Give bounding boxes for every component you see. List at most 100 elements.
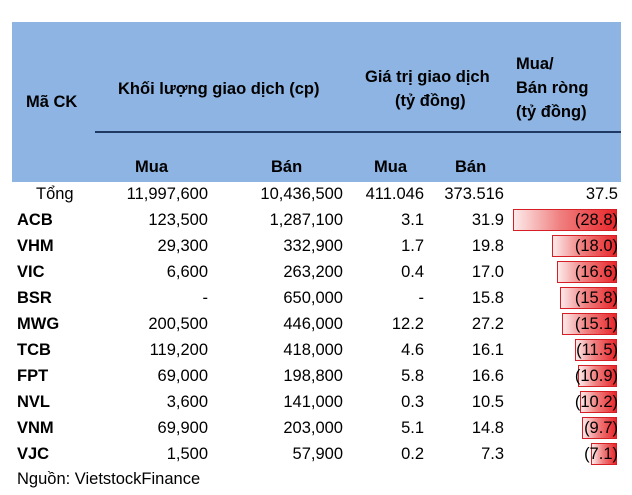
sell-volume: 650,000 (283, 289, 343, 307)
net-value: (9.7) (584, 419, 618, 437)
header-net-line2: Bán ròng (516, 79, 589, 97)
sell-volume: 198,800 (283, 367, 343, 385)
buy-value: 1.7 (401, 237, 424, 255)
header-volume: Khối lượng giao dịch (cp) (118, 80, 320, 98)
total-label: Tổng (36, 185, 74, 203)
stock-code: VNM (17, 419, 54, 437)
table-row: TCB 119,200 418,000 4.6 16.1 (11.5) (0, 337, 632, 363)
table-row: ACB 123,500 1,287,100 3.1 31.9 (28.8) (0, 207, 632, 233)
header-value-line2: (tỷ đồng) (395, 92, 466, 110)
buy-volume: 6,600 (166, 263, 208, 281)
total-row: Tổng 11,997,600 10,436,500 411.046 373.5… (0, 181, 632, 207)
header-net-line3: (tỷ đồng) (516, 103, 587, 121)
net-sell-bar (591, 443, 617, 465)
buy-value: 5.1 (401, 419, 424, 437)
net-value: (16.6) (574, 263, 618, 281)
net-sell-bar (580, 391, 617, 413)
sell-volume: 263,200 (283, 263, 343, 281)
subheader-buy-value: Mua (374, 158, 407, 176)
sell-value: 15.8 (471, 289, 504, 307)
net-sell-bar (552, 235, 617, 257)
buy-volume: 69,900 (157, 419, 208, 437)
buy-value: 4.6 (401, 341, 424, 359)
table-header (12, 22, 621, 182)
buy-volume: 29,300 (157, 237, 208, 255)
sell-volume: 141,000 (283, 393, 343, 411)
net-value: (15.8) (574, 289, 618, 307)
net-value: (28.8) (574, 211, 618, 229)
sell-value: 14.8 (471, 419, 504, 437)
net-value: (7.1) (584, 445, 618, 463)
header-divider (95, 131, 621, 133)
buy-value: 0.3 (401, 393, 424, 411)
sell-volume: 1,287,100 (269, 211, 343, 229)
source-note: Nguồn: VietstockFinance (17, 470, 201, 488)
table-row: VJC 1,500 57,900 0.2 7.3 (7.1) (0, 441, 632, 467)
net-value: (18.0) (574, 237, 618, 255)
net-sell-bar (578, 365, 617, 387)
sell-value: 16.1 (471, 341, 504, 359)
buy-volume: - (202, 289, 209, 307)
buy-volume: 69,000 (157, 367, 208, 385)
total-net: 37.5 (585, 185, 618, 203)
sell-value: 17.0 (471, 263, 504, 281)
net-value: (10.2) (574, 393, 618, 411)
stock-code: BSR (17, 289, 52, 307)
subheader-buy-volume: Mua (135, 158, 168, 176)
header-value-line1: Giá trị giao dịch (365, 68, 490, 86)
buy-volume: 3,600 (166, 393, 208, 411)
stock-code: FPT (17, 367, 49, 385)
net-value: (11.5) (576, 341, 618, 359)
buy-value: 3.1 (401, 211, 424, 229)
sell-volume: 332,900 (283, 237, 343, 255)
buy-volume: 1,500 (166, 445, 208, 463)
subheader-sell-volume: Bán (271, 158, 303, 176)
net-value: (15.1) (574, 315, 618, 333)
table-row: VNM 69,900 203,000 5.1 14.8 (9.7) (0, 415, 632, 441)
table-row: VHM 29,300 332,900 1.7 19.8 (18.0) (0, 233, 632, 259)
total-sell-volume: 10,436,500 (260, 185, 343, 203)
total-buy-value: 411.046 (365, 185, 424, 203)
buy-value: 0.4 (401, 263, 424, 281)
table-row: MWG 200,500 446,000 12.2 27.2 (15.1) (0, 311, 632, 337)
subheader-sell-value: Bán (455, 158, 487, 176)
sell-volume: 57,900 (292, 445, 343, 463)
sell-value: 31.9 (471, 211, 504, 229)
stock-code: VJC (17, 445, 50, 463)
total-sell-value: 373.516 (444, 185, 504, 203)
header-net-line1: Mua/ (516, 55, 554, 73)
header-code: Mã CK (26, 93, 78, 111)
stock-code: MWG (17, 315, 60, 333)
stock-code: VIC (17, 263, 45, 281)
sell-volume: 418,000 (283, 341, 343, 359)
sell-value: 16.6 (471, 367, 504, 385)
sell-value: 7.3 (481, 445, 504, 463)
stock-code: TCB (17, 341, 51, 359)
net-value: (10.9) (574, 367, 618, 385)
buy-volume: 200,500 (148, 315, 208, 333)
stock-code: NVL (17, 393, 50, 411)
net-sell-bar (575, 339, 617, 361)
table-row: NVL 3,600 141,000 0.3 10.5 (10.2) (0, 389, 632, 415)
table-row: VIC 6,600 263,200 0.4 17.0 (16.6) (0, 259, 632, 285)
buy-value: 12.2 (391, 315, 424, 333)
total-buy-volume: 11,997,600 (126, 185, 208, 203)
sell-volume: 203,000 (283, 419, 343, 437)
sell-volume: 446,000 (283, 315, 343, 333)
buy-value: 5.8 (401, 367, 424, 385)
stock-code: ACB (17, 211, 53, 229)
sell-value: 27.2 (471, 315, 504, 333)
table-row: BSR - 650,000 - 15.8 (15.8) (0, 285, 632, 311)
buy-volume: 123,500 (148, 211, 208, 229)
net-sell-bar (582, 417, 617, 439)
net-sell-bar (557, 261, 617, 283)
table-row: FPT 69,000 198,800 5.8 16.6 (10.9) (0, 363, 632, 389)
net-sell-bar (513, 209, 617, 231)
buy-volume: 119,200 (149, 341, 208, 359)
stock-code: VHM (17, 237, 54, 255)
sell-value: 10.5 (471, 393, 504, 411)
net-sell-bar (562, 313, 617, 335)
buy-value: - (418, 289, 425, 307)
sell-value: 19.8 (471, 237, 504, 255)
net-sell-bar (560, 287, 617, 309)
